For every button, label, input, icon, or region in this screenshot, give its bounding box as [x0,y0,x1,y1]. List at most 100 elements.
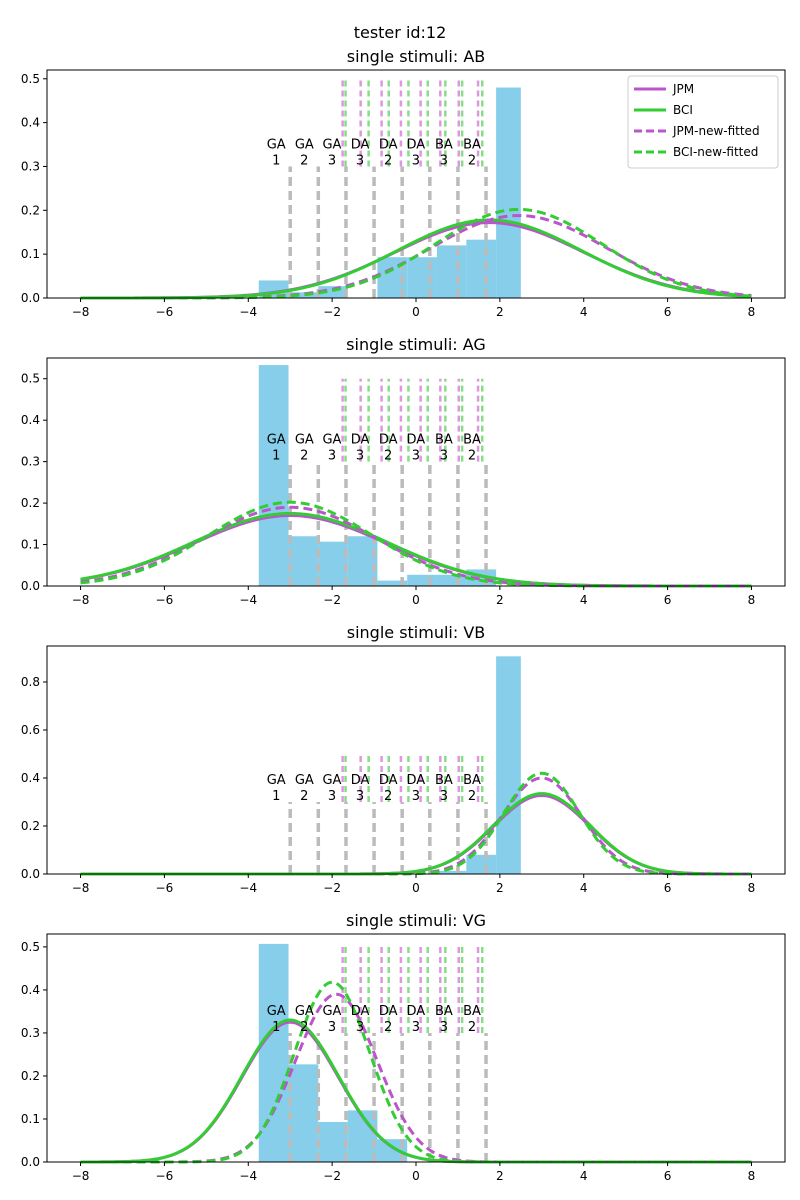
x-tick-label: −4 [239,305,257,319]
x-tick-label: 0 [412,1169,420,1183]
x-tick-label: −8 [72,1169,90,1183]
x-tick-label: 0 [412,593,420,607]
histogram-bar [288,1064,319,1162]
category-label-name: DA [351,773,370,788]
category-label-name: GA [267,773,286,788]
chart-title: single stimuli: VB [347,623,486,642]
category-label-name: GA [295,1004,314,1019]
plot-frame [46,645,786,875]
histogram-bar [258,943,289,1162]
x-tick-label: −4 [239,881,257,895]
x-tick-label: 0 [412,305,420,319]
category-label-name: DA [379,137,398,152]
chart-panel-4: single stimuli: VGGA1GA2GA3DA3DA2DA3BA3B… [21,911,786,1183]
category-label-number: 3 [356,153,364,168]
category-label-name: DA [406,433,425,448]
category-label-number: 1 [272,1020,280,1035]
category-label-number: 2 [300,153,308,168]
category-label-name: BA [463,773,481,788]
category-label-number: 2 [384,789,392,804]
category-label-number: 3 [328,153,336,168]
legend-label: JPM-new-fitted [672,124,760,138]
category-label-name: BA [463,433,481,448]
histogram-bar [318,286,348,298]
category-label-number: 3 [328,789,336,804]
category-label-number: 2 [384,153,392,168]
y-tick-label: 0.1 [21,538,40,552]
legend-label: BCI [673,103,693,117]
chart-panel-1: single stimuli: ABGA1GA2GA3DA3DA2DA3BA3B… [21,47,786,319]
category-label-number: 3 [328,1020,336,1035]
histogram-bar [496,87,521,299]
x-tick-label: −2 [323,1169,341,1183]
category-label-name: BA [435,433,453,448]
histogram-bar [407,257,437,298]
y-tick-label: 0.1 [21,247,40,261]
curve-bci-new-fitted [80,771,752,876]
curve-bci [80,792,752,876]
y-tick-label: 0.2 [21,819,40,833]
category-label-name: DA [351,137,370,152]
curve-bci-new-fitted [80,500,752,588]
legend-label: BCI-new-fitted [673,145,758,159]
category-label-number: 2 [468,449,476,464]
category-label-name: DA [351,433,370,448]
histogram-bar [466,239,497,298]
y-tick-label: 0.2 [21,1069,40,1083]
category-label-number: 3 [356,789,364,804]
histogram-bar [496,656,521,874]
y-tick-label: 0.4 [21,771,40,785]
plot-frame [46,357,786,587]
curve-jpm [80,794,752,876]
y-tick-label: 0.4 [21,413,40,427]
x-tick-label: −8 [72,881,90,895]
category-label-name: GA [322,1004,341,1019]
plot-frame [46,933,786,1163]
legend: JPM BCI JPM-new-fitted BCI-new-fitted [627,75,779,169]
category-label-number: 2 [300,449,308,464]
histogram-bar [466,854,497,874]
category-label-number: 3 [356,1020,364,1035]
category-label-number: 2 [384,1020,392,1035]
histogram-bar [436,245,467,298]
category-label-name: DA [406,137,425,152]
y-tick-label: 0.0 [21,1155,40,1169]
category-label-name: GA [295,773,314,788]
x-tick-label: 6 [664,305,672,319]
x-tick-label: −6 [156,881,174,895]
y-tick-label: 0.2 [21,203,40,217]
category-label-number: 2 [384,449,392,464]
y-tick-label: 0.2 [21,496,40,510]
category-label-number: 2 [300,789,308,804]
y-tick-label: 0.8 [21,675,40,689]
chart-title: single stimuli: AG [346,335,486,354]
category-label-name: DA [379,1004,398,1019]
y-tick-label: 0.4 [21,983,40,997]
category-label-name: BA [435,773,453,788]
x-tick-label: −2 [323,593,341,607]
curve-jpm [80,1020,752,1164]
category-label-name: GA [295,137,314,152]
category-label-name: GA [267,433,286,448]
x-tick-label: −8 [72,593,90,607]
y-tick-label: 0.3 [21,159,40,173]
x-tick-label: 4 [580,305,588,319]
x-tick-label: 6 [664,1169,672,1183]
category-label-name: BA [435,1004,453,1019]
legend-label: JPM [672,82,694,96]
chart-panel-3: single stimuli: VBGA1GA2GA3DA3DA2DA3BA3B… [21,623,786,895]
y-tick-label: 0.5 [21,72,40,86]
category-label-number: 1 [272,789,280,804]
chart-title: single stimuli: AB [347,47,486,66]
histogram-bar [288,536,319,586]
x-tick-label: 8 [748,593,756,607]
histogram-bar [318,541,348,586]
x-tick-label: 2 [496,593,504,607]
category-label-name: DA [379,773,398,788]
x-tick-label: 8 [748,305,756,319]
y-tick-label: 0.0 [21,579,40,593]
x-tick-label: −2 [323,881,341,895]
category-label-name: BA [435,137,453,152]
histogram-bar [258,365,289,586]
curve-bci-new-fitted [80,207,752,300]
